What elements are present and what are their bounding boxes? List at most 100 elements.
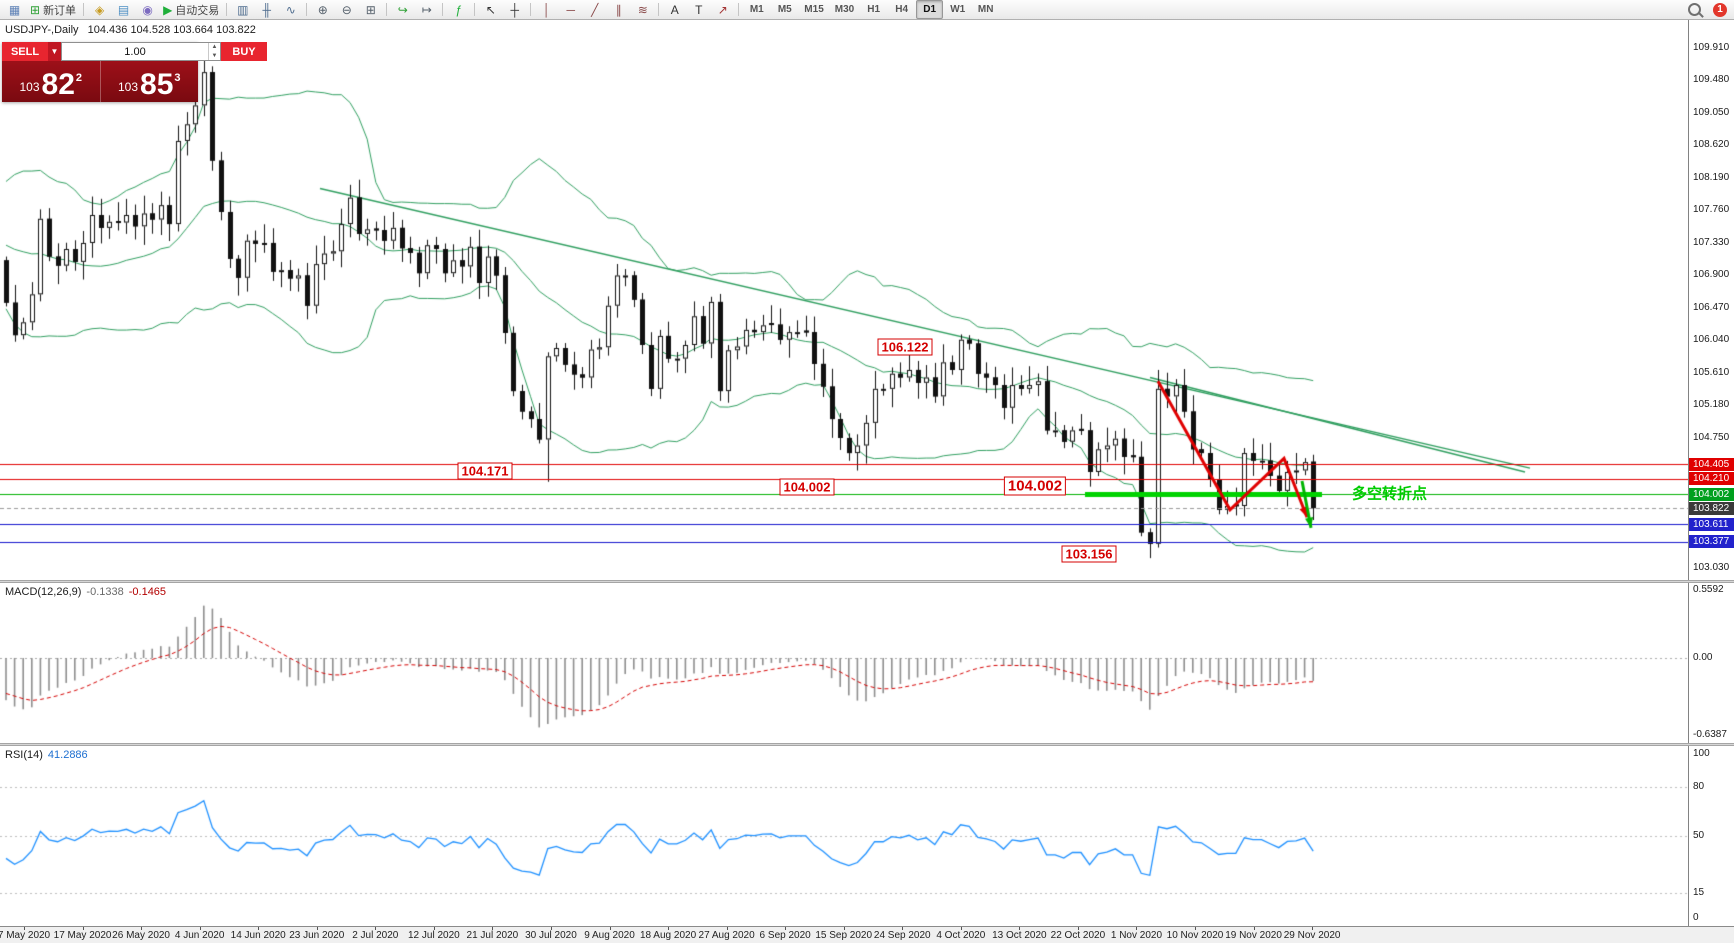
metaeditor-icon: ◈ (94, 2, 105, 17)
price-scale-label: 109.910 (1693, 41, 1730, 53)
timeframe-w1-button[interactable]: W1 (944, 0, 971, 19)
auto-scroll-button[interactable]: ↪ (391, 0, 414, 19)
tile-windows-button[interactable]: ⊞ (359, 0, 382, 19)
price-label-104171[interactable]: 104.171 (457, 462, 513, 480)
rsi-canvas[interactable] (0, 746, 1688, 926)
strategy-tester-button[interactable]: ◉ (136, 0, 159, 19)
price-scale-label: 106.470 (1693, 301, 1730, 313)
vertical-line-button[interactable]: │ (535, 0, 558, 19)
notification-badge[interactable]: 1 (1713, 2, 1727, 17)
time-axis-tick (82, 927, 84, 930)
panel-splitter-1[interactable] (0, 580, 1734, 583)
bar-chart-icon: ▥ (237, 2, 249, 17)
crosshair-button[interactable]: ┼ (503, 0, 526, 19)
metaeditor-button[interactable]: ◈ (88, 0, 111, 19)
price-scale-label: 104.750 (1693, 431, 1730, 443)
macd-canvas[interactable] (0, 583, 1688, 743)
time-axis-tick (550, 927, 552, 930)
autotrading-play-icon: ▶ (163, 2, 173, 17)
timeframe-w1-button-label: W1 (950, 4, 966, 15)
timeframe-m15-button-label: M15 (804, 4, 824, 15)
price-chart-canvas[interactable] (0, 20, 1688, 580)
macd-scale: 0.5592 0.00 -0.6387 (1688, 583, 1734, 743)
chart-shift-button[interactable]: ↦ (415, 0, 438, 19)
zoom-out-button[interactable]: ⊖ (335, 0, 358, 19)
price-label-104002-right[interactable]: 104.002 (1003, 476, 1067, 496)
time-axis-label: 19 Nov 2020 (1225, 930, 1282, 941)
volume-up-button[interactable]: ▲ (211, 44, 218, 50)
rsi-name: RSI(14) (5, 749, 43, 761)
label-icon: T (695, 2, 703, 17)
timeframe-m15-button[interactable]: M15 (799, 0, 828, 19)
rsi-scale-label: 15 (1693, 887, 1705, 899)
volume-down-button[interactable]: ▼ (211, 52, 218, 59)
price-scale-label: 107.760 (1693, 204, 1730, 216)
indicators-button[interactable]: ƒ (447, 0, 470, 19)
price-label-104002-left[interactable]: 104.002 (779, 478, 835, 496)
price-scale: 109.910 109.480 109.050 108.620 108.190 107.7… (1688, 20, 1734, 580)
timeframe-mn-button[interactable]: MN (972, 0, 999, 19)
text-button[interactable]: A (663, 0, 686, 19)
candlestick-chart-button[interactable]: ╫ (255, 0, 278, 19)
time-axis-label: 4 Jun 2020 (174, 930, 225, 941)
time-axis-label: 24 Sep 2020 (873, 930, 931, 941)
price-label-106122[interactable]: 106.122 (877, 338, 933, 356)
turning-point-label[interactable]: 多空转折点 (1352, 485, 1428, 503)
timeframe-m1-button[interactable]: M1 (743, 0, 770, 19)
timeframe-d1-button[interactable]: D1 (916, 0, 944, 19)
search-button[interactable] (1683, 0, 1706, 19)
time-axis-tick (316, 927, 318, 930)
fibonacci-button[interactable]: ≋ (631, 0, 654, 19)
panel-splitter-2[interactable] (0, 743, 1734, 746)
timeframe-h1-button[interactable]: H1 (860, 0, 887, 19)
timeframe-h4-button[interactable]: H4 (888, 0, 915, 19)
zoom-in-button[interactable]: ⊕ (311, 0, 334, 19)
price-scale-label: 108.620 (1693, 139, 1730, 151)
price-scale-label: 108.190 (1693, 171, 1730, 183)
autotrading-button-label: 自动交易 (175, 4, 220, 17)
new-order-button[interactable]: ⊞ 新订单 (27, 0, 79, 19)
channel-button[interactable]: ∥ (607, 0, 630, 19)
trendline-icon: ╱ (591, 2, 599, 17)
buy-button[interactable]: BUY (221, 42, 267, 61)
channel-icon: ∥ (615, 2, 622, 17)
price-scale-label: 105.180 (1693, 399, 1730, 411)
price-tag-bid-103822: 103.822 (1689, 501, 1734, 515)
time-axis[interactable]: 7 May 2020 17 May 2020 26 May 2020 4 Jun 20… (0, 926, 1734, 943)
time-axis-tick (258, 927, 260, 930)
zoom-in-icon: ⊕ (317, 2, 328, 17)
macd-signal-value: -0.1465 (128, 586, 167, 598)
trendline-button[interactable]: ╱ (583, 0, 606, 19)
time-axis-tick (843, 927, 845, 930)
label-button[interactable]: T (687, 0, 710, 19)
time-axis-tick (1019, 927, 1021, 930)
timeframe-m30-button[interactable]: M30 (830, 0, 859, 19)
horizontal-line-icon: ─ (566, 2, 576, 17)
bar-chart-button[interactable]: ▥ (231, 0, 254, 19)
buy-price[interactable]: 103 85 3 (99, 61, 199, 102)
price-label-103156[interactable]: 103.156 (1061, 545, 1117, 563)
time-axis-label: 29 Nov 2020 (1283, 930, 1341, 941)
buy-price-pip: 3 (174, 72, 181, 84)
terminal-button[interactable]: ▤ (112, 0, 135, 19)
time-axis-tick (141, 927, 143, 930)
sell-button[interactable]: SELL (2, 42, 48, 61)
autotrading-button[interactable]: ▶ 自动交易 (160, 0, 222, 19)
line-chart-button[interactable]: ∿ (279, 0, 302, 19)
cursor-button[interactable]: ↖ (479, 0, 502, 19)
horizontal-line-button[interactable]: ─ (559, 0, 582, 19)
new-order-button-label: 新订单 (43, 4, 77, 17)
volume-dropdown-arrow[interactable]: ▼ (48, 42, 61, 61)
macd-panel: MACD(12,26,9) -0.1338 -0.1465 0.5592 0.00 -0… (0, 583, 1734, 743)
price-scale-label: 109.050 (1693, 106, 1730, 118)
new-chart-button[interactable]: ▦ (3, 0, 26, 19)
sell-price[interactable]: 103 82 2 (2, 61, 100, 102)
time-axis-label: 30 Jul 2020 (525, 930, 577, 941)
one-click-controls: SELL ▼ ▲ ▼ BUY (2, 42, 267, 61)
buy-price-big: 85 (140, 68, 174, 101)
timeframe-m5-button[interactable]: M5 (771, 0, 798, 19)
rsi-scale-label: 50 (1693, 830, 1705, 841)
arrows-button[interactable]: ↗ (711, 0, 734, 19)
arrow-object-icon: ↗ (717, 2, 728, 17)
volume-input[interactable] (62, 43, 208, 60)
